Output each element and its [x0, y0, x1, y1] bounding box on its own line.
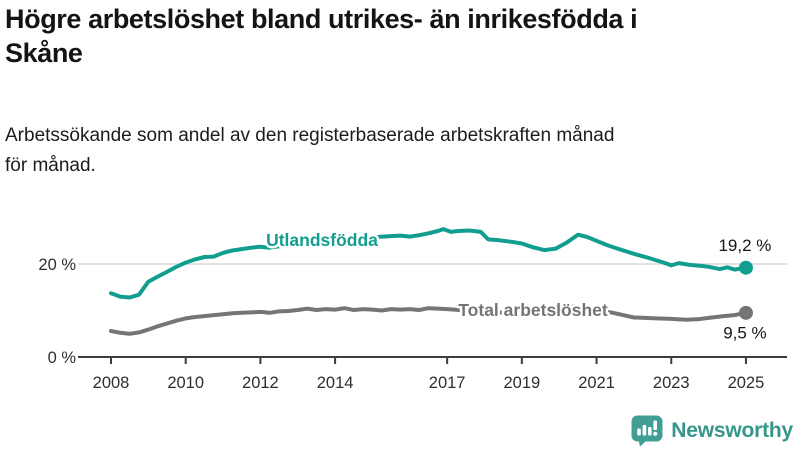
- y-axis-label-0: 0 %: [48, 349, 77, 367]
- newsworthy-logo-icon: [631, 415, 663, 447]
- x-axis-label-2019: 2019: [503, 374, 540, 392]
- x-axis-label-2017: 2017: [429, 374, 466, 392]
- page-subtitle: Arbetssökande som andel av den registerb…: [5, 121, 797, 181]
- series-end-dot-utlandsfodda: [738, 260, 753, 275]
- page-subtitle-line2: för månad.: [5, 155, 96, 176]
- page-title-line1: Högre arbetslöshet bland utrikes- än inr…: [5, 4, 638, 34]
- x-axis-label-2010: 2010: [167, 374, 204, 392]
- x-axis-label-2021: 2021: [578, 374, 615, 392]
- x-axis-label-2025: 2025: [728, 374, 765, 392]
- series-line-total: [109, 304, 748, 336]
- series-label-total: Total arbetslöshet: [458, 300, 608, 320]
- y-axis-label-20: 20 %: [38, 256, 76, 274]
- x-axis-label-2023: 2023: [653, 374, 690, 392]
- page-title: Högre arbetslöshet bland utrikes- än inr…: [5, 2, 797, 70]
- newsworthy-wordmark: Newsworthy: [671, 418, 793, 442]
- page-subtitle-line1: Arbetssökande som andel av den registerb…: [5, 125, 615, 146]
- end-value-label-utlandsfodda: 19,2 %: [718, 236, 771, 255]
- x-axis-label-2008: 2008: [93, 374, 130, 392]
- end-value-label-total: 9,5 %: [723, 323, 766, 342]
- page-title-line2: Skåne: [5, 38, 83, 68]
- x-axis-label-2014: 2014: [317, 374, 354, 392]
- x-axis-label-2012: 2012: [242, 374, 279, 392]
- newsworthy-logo: Newsworthy: [630, 414, 793, 447]
- series-end-dot-total: [738, 305, 753, 320]
- series-label-utlandsfodda: Utlandsfödda: [266, 230, 378, 250]
- series-line-utlandsfodda: [109, 227, 748, 300]
